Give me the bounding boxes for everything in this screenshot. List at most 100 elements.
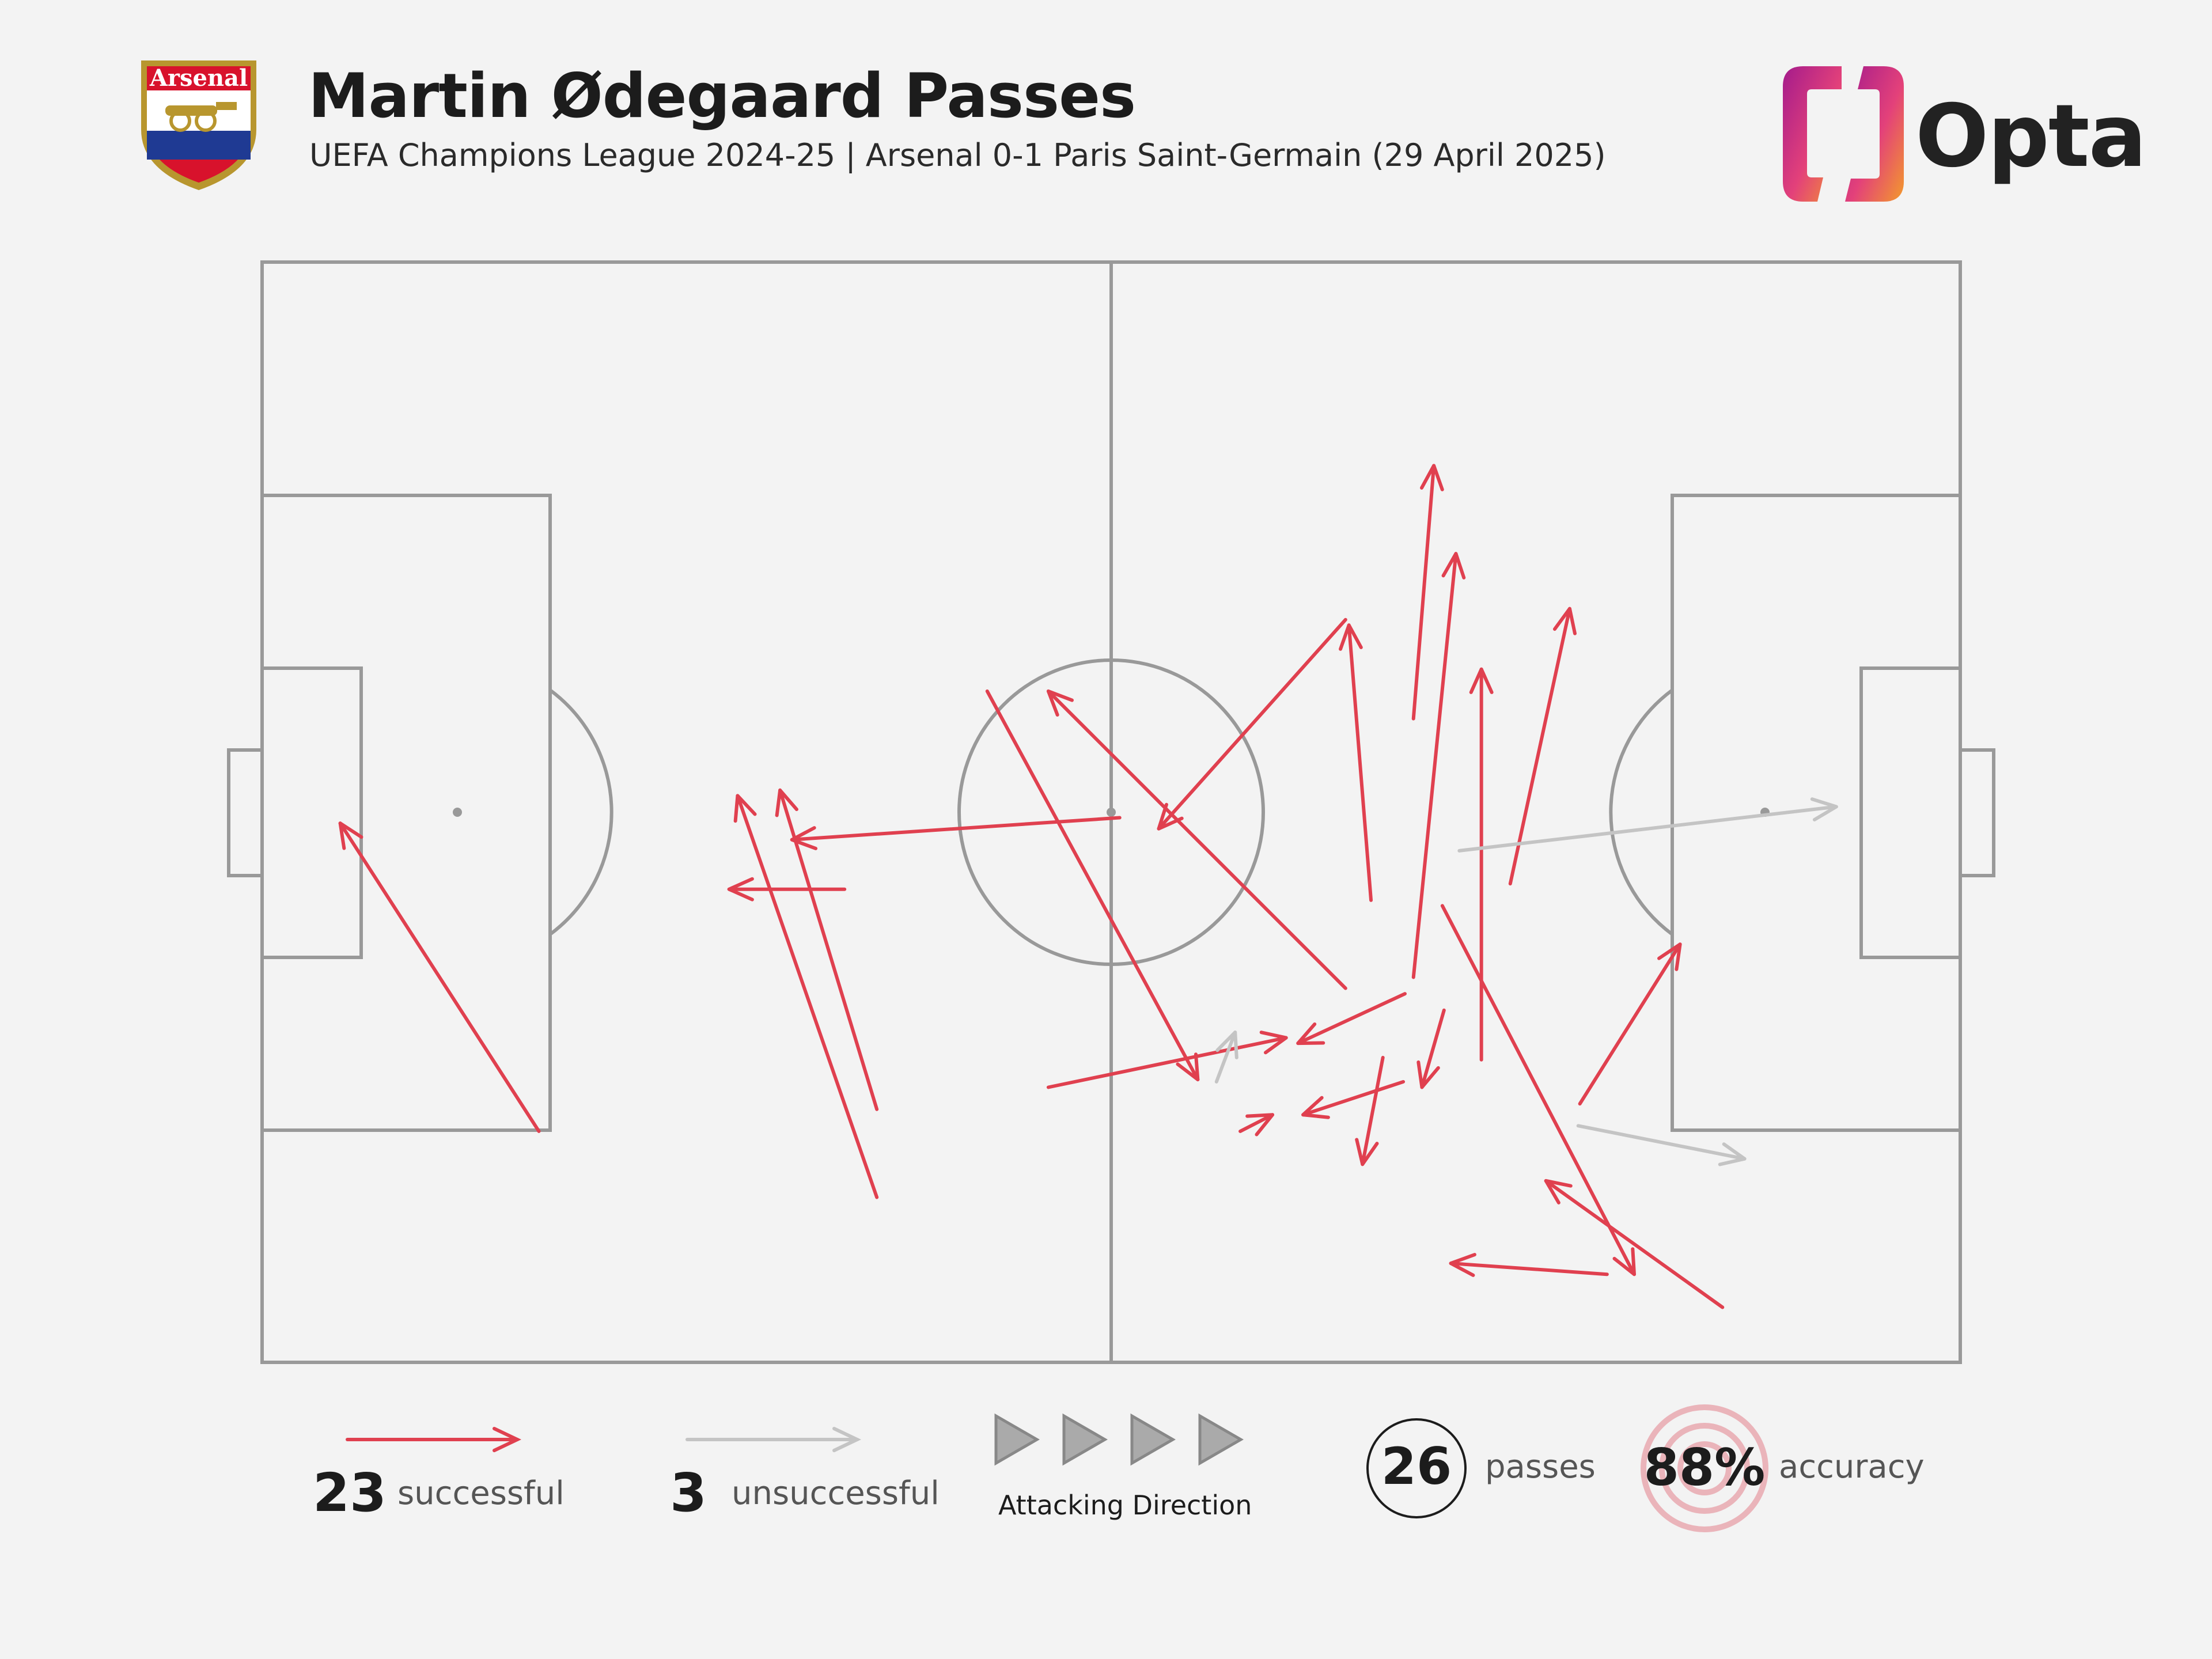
pass-line <box>1420 1008 1446 1089</box>
pass-arrow-successful <box>1440 904 1636 1277</box>
pass-arrow-successful <box>1578 942 1682 1106</box>
unsuccessful-legend-arrow <box>685 1427 861 1452</box>
pass-arrow-successful <box>1544 1179 1725 1309</box>
pass-arrowhead <box>1416 1060 1440 1089</box>
direction-triangle-1 <box>994 1413 1040 1466</box>
pass-arrowhead <box>1718 1142 1747 1166</box>
pass-arrow-successful <box>1157 618 1347 831</box>
direction-triangle-4 <box>1198 1413 1244 1466</box>
pass-arrowhead <box>1355 1138 1379 1166</box>
pass-line <box>1361 1055 1385 1166</box>
pass-line <box>1157 618 1347 831</box>
pass-line <box>1214 1031 1237 1084</box>
pass-line <box>1578 942 1682 1106</box>
centre-circle <box>957 658 1265 966</box>
pass-arrow-unsuccessful <box>1457 797 1838 853</box>
pass-arrow-successful <box>1301 1080 1406 1119</box>
unsuccessful-label: unsuccessful <box>732 1475 940 1512</box>
pass-line <box>778 788 879 1111</box>
passes-count: 26 <box>1381 1437 1452 1496</box>
pass-line <box>736 794 879 1199</box>
attacking-direction-arrows <box>994 1413 1244 1466</box>
pass-arrowhead <box>1215 1031 1238 1059</box>
pass-line <box>1301 1080 1406 1117</box>
pass-line <box>1347 623 1373 902</box>
pass-arrowhead <box>1259 1031 1288 1055</box>
pass-arrowhead <box>727 877 754 902</box>
pass-arrowhead <box>1046 689 1074 717</box>
pass-arrowhead <box>1339 623 1363 651</box>
pass-arrowhead <box>338 821 363 850</box>
pass-arrowhead <box>1552 607 1577 635</box>
pass-arrowhead <box>1657 942 1682 971</box>
pass-arrow-successful <box>1296 992 1407 1046</box>
pass-line <box>1296 992 1407 1046</box>
pass-arrowhead <box>1810 797 1838 821</box>
successful-legend-arrow <box>346 1427 521 1452</box>
pass-arrowhead <box>1469 667 1494 694</box>
chart-subtitle: UEFA Champions League 2024-25 | Arsenal … <box>309 137 1606 173</box>
right-goal <box>1959 748 1995 877</box>
left-penalty-spot <box>453 808 462 817</box>
pass-arrowhead <box>1301 1096 1330 1119</box>
pass-line <box>1411 552 1458 979</box>
pass-line <box>338 821 541 1133</box>
successful-count: 23 <box>313 1462 387 1524</box>
pass-arrowhead <box>1176 1052 1200 1082</box>
pass-arrowhead <box>733 794 757 823</box>
pass-line <box>1046 689 1347 990</box>
pass-arrow-successful <box>1046 1031 1288 1089</box>
opta-wordmark: Opta <box>1915 86 2147 187</box>
pass-line <box>1576 1124 1747 1161</box>
pass-arrow-unsuccessful <box>1214 1031 1238 1084</box>
pass-arrow-successful <box>733 794 879 1199</box>
pass-arrowhead <box>1544 1179 1573 1205</box>
pass-arrowhead <box>1612 1247 1636 1277</box>
pass-arrow-successful <box>1416 1008 1446 1089</box>
pass-arrows <box>338 464 1838 1309</box>
opta-logo <box>1783 66 1904 202</box>
pass-line <box>1440 904 1636 1277</box>
pass-line <box>1449 1262 1609 1277</box>
direction-triangle-3 <box>1130 1413 1176 1466</box>
pass-line <box>985 689 1200 1082</box>
pass-arrowhead <box>775 788 798 817</box>
right-penalty-arc <box>1609 688 1673 936</box>
pass-arrow-successful <box>727 877 847 902</box>
pass-arrow-successful <box>1508 607 1577 886</box>
chart-title: Martin Ødegaard Passes <box>308 60 1136 131</box>
direction-triangle-2 <box>1062 1413 1108 1466</box>
pass-arrow-unsuccessful <box>1576 1124 1747 1166</box>
pass-arrow-successful <box>1238 1113 1275 1137</box>
pass-arrowhead <box>1296 1022 1325 1046</box>
left-goal <box>227 748 264 877</box>
pass-line <box>1544 1179 1725 1309</box>
pass-arrowhead <box>790 826 818 850</box>
attacking-direction-label: Attacking Direction <box>998 1490 1252 1521</box>
centre-spot <box>1107 808 1116 817</box>
accuracy-rings <box>1641 1404 1768 1532</box>
successful-label: successful <box>397 1475 565 1512</box>
pass-arrow-successful <box>1046 689 1347 990</box>
pass-arrowhead <box>1449 1253 1476 1277</box>
pass-line <box>1508 607 1571 886</box>
pass-arrow-successful <box>775 788 879 1111</box>
pass-line <box>1238 1113 1275 1133</box>
pass-arrow-successful <box>790 816 1122 850</box>
passes-count-circle <box>1366 1418 1467 1518</box>
pass-arrow-successful <box>1449 1253 1609 1277</box>
crest-text: Arsenal <box>149 65 248 92</box>
pass-arrow-successful <box>1355 1055 1385 1166</box>
pass-arrow-successful <box>1339 623 1373 902</box>
pass-arrowhead <box>1157 802 1184 831</box>
accuracy-value: 88% <box>1643 1438 1766 1497</box>
arsenal-crest-logo: Arsenal <box>141 60 256 190</box>
accuracy-label: accuracy <box>1779 1448 1925 1486</box>
pass-arrowhead <box>1420 464 1444 491</box>
pass-arrow-successful <box>1469 667 1494 1062</box>
pass-arrowhead <box>1245 1113 1275 1137</box>
unsuccessful-count: 3 <box>670 1462 707 1524</box>
pass-arrow-successful <box>1411 552 1466 979</box>
pass-arrow-successful <box>985 689 1200 1082</box>
